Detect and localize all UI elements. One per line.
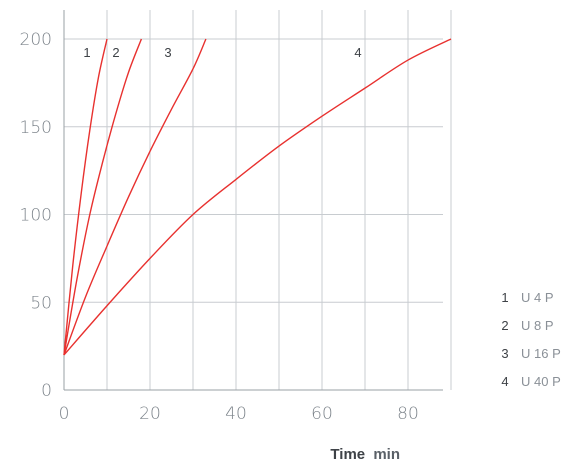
series-line-3 — [63, 38, 207, 356]
legend-number-1: 1 — [501, 290, 508, 305]
series-lines — [63, 38, 452, 356]
x-tick-label: 40 — [225, 404, 247, 424]
y-tick-label: 150 — [20, 118, 52, 138]
y-tick-label: 200 — [20, 30, 52, 50]
series-line-1 — [63, 38, 108, 355]
curve-labels: 1 2 3 4 — [83, 45, 361, 60]
axes — [63, 10, 443, 391]
legend-name-2: U 8 P — [521, 318, 554, 333]
legend-number-3: 3 — [501, 346, 508, 361]
x-tick-label: 20 — [139, 404, 161, 424]
x-axis-title: Time min — [330, 446, 400, 463]
y-tick-label: 50 — [30, 293, 52, 313]
x-axis-unit: min — [373, 446, 400, 463]
x-tick-label: 60 — [311, 404, 333, 424]
x-tick-label: 80 — [397, 404, 419, 424]
x-tick-label: 0 — [59, 404, 70, 424]
series-line-4 — [63, 38, 452, 356]
legend-name-3: U 16 P — [521, 346, 561, 361]
series-line-2 — [63, 38, 143, 356]
curve-label-2: 2 — [112, 45, 119, 60]
legend-name-4: U 40 P — [521, 374, 561, 389]
y-tick-label: 100 — [20, 206, 52, 226]
y-tick-label: 0 — [41, 381, 52, 401]
legend-number-2: 2 — [501, 318, 508, 333]
curve-label-4: 4 — [354, 45, 361, 60]
legend: 1 U 4 P 2 U 8 P 3 U 16 P 4 U 40 P — [501, 290, 560, 389]
curve-label-3: 3 — [164, 45, 171, 60]
grid — [64, 10, 452, 390]
legend-name-1: U 4 P — [521, 290, 554, 305]
x-axis-label: Time — [330, 446, 365, 463]
curve-label-1: 1 — [83, 45, 90, 60]
tick-labels: 0 50 100 150 200 0 20 40 60 80 — [20, 30, 419, 424]
legend-number-4: 4 — [501, 374, 508, 389]
